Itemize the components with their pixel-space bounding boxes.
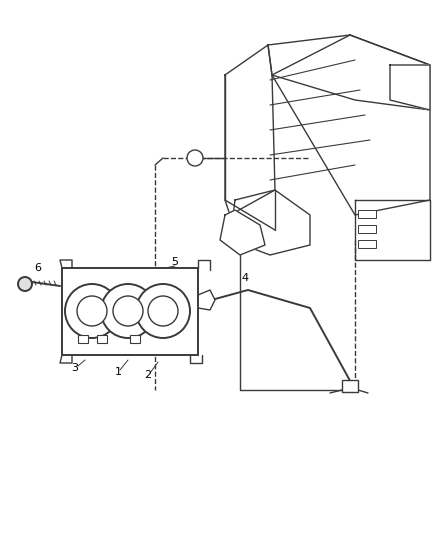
Bar	[341, 380, 357, 392]
Circle shape	[136, 284, 190, 338]
Circle shape	[187, 150, 202, 166]
Circle shape	[113, 296, 143, 326]
Bar	[97, 335, 107, 343]
Polygon shape	[272, 35, 429, 215]
Circle shape	[101, 284, 155, 338]
Bar	[357, 240, 375, 248]
Circle shape	[148, 296, 177, 326]
Text: 3: 3	[71, 363, 78, 373]
Bar	[130, 335, 140, 343]
Circle shape	[18, 277, 32, 291]
Circle shape	[65, 284, 119, 338]
Polygon shape	[389, 65, 429, 110]
Polygon shape	[225, 45, 274, 215]
Circle shape	[77, 296, 107, 326]
Polygon shape	[230, 190, 309, 255]
Bar	[78, 335, 88, 343]
Polygon shape	[354, 200, 429, 260]
Text: 1: 1	[114, 367, 121, 377]
Text: 6: 6	[35, 263, 42, 273]
Bar	[357, 225, 375, 233]
Text: 4: 4	[241, 273, 248, 283]
Bar	[357, 210, 375, 218]
Text: 2: 2	[144, 370, 151, 380]
Polygon shape	[267, 35, 429, 110]
Polygon shape	[219, 210, 265, 255]
Text: 5: 5	[171, 257, 178, 267]
Bar	[62, 268, 198, 355]
